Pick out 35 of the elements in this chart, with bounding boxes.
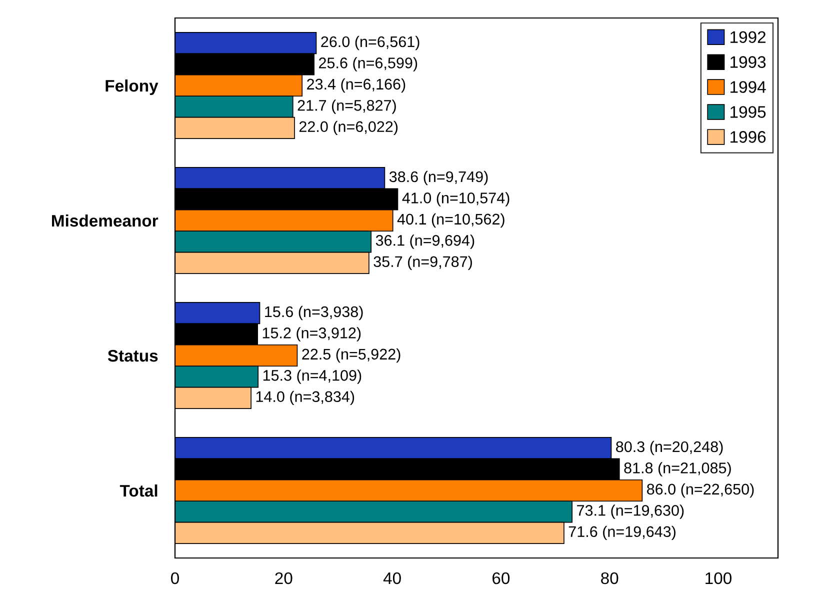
data-label: 22.5 (n=5,922): [302, 348, 400, 363]
data-label: 38.6 (n=9,749): [389, 170, 488, 186]
x-tick-label: 100: [706, 572, 732, 584]
data-label: 23.4 (n=6,166): [307, 78, 406, 93]
x-tick-label: 40: [383, 572, 401, 584]
data-label: 81.8 (n=21,085): [624, 462, 731, 476]
data-label: 15.6 (n=3,938): [265, 306, 363, 320]
data-label: 35.7 (n=9,787): [374, 256, 472, 270]
data-label: 80.3 (n=20,248): [616, 440, 723, 456]
legend-label: 1992: [730, 31, 766, 43]
data-label: 15.3 (n=4,109): [263, 370, 362, 384]
data-label: 25.6 (n=6,599): [319, 57, 418, 72]
data-label: 41.0 (n=10,574): [402, 192, 510, 206]
x-tick-label: 80: [601, 572, 618, 584]
data-label: 21.7 (n=5,827): [298, 100, 396, 114]
x-tick-label: 20: [275, 572, 292, 584]
legend-label: 1993: [730, 56, 766, 68]
y-tick-label: Status: [108, 350, 158, 362]
data-label: 86.0 (n=22,650): [647, 483, 754, 498]
x-tick-label: 60: [492, 572, 510, 584]
y-tick-label: Total: [120, 484, 158, 497]
data-label: 73.1 (n=19,630): [577, 504, 684, 519]
legend-label: 1994: [730, 81, 766, 93]
data-label: 40.1 (n=10,562): [397, 213, 504, 228]
data-label: 22.0 (n=6,022): [299, 120, 398, 136]
data-label: 15.2 (n=3,912): [262, 327, 361, 342]
data-label: 36.1 (n=9,694): [376, 234, 474, 249]
x-tick-label: 0: [171, 572, 179, 584]
data-label: 26.0 (n=6,561): [321, 36, 420, 50]
data-label: 14.0 (n=3,834): [256, 390, 354, 406]
data-label: 71.6 (n=19,643): [568, 526, 676, 540]
legend-label: 1996: [730, 131, 766, 143]
y-tick-label: Misdemeanor: [52, 214, 158, 227]
y-tick-label: Felony: [106, 79, 158, 95]
legend-label: 1995: [730, 106, 766, 118]
